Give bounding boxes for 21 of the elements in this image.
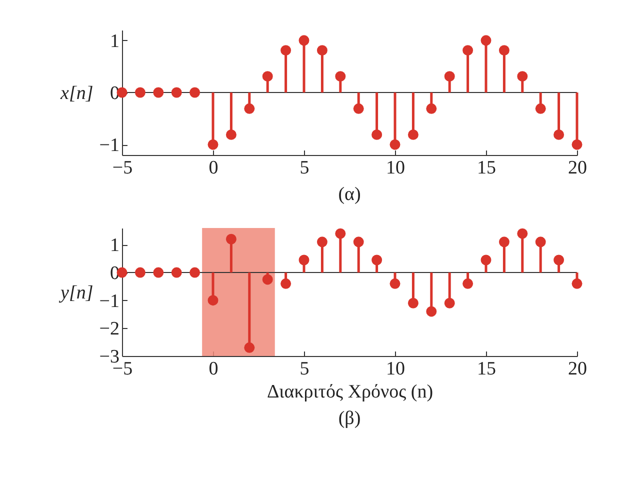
x-tick-label: 15 <box>477 358 496 380</box>
x-tick-label: −5 <box>112 158 133 178</box>
y-tick-label: −1 <box>99 135 120 156</box>
x-tick-label: 10 <box>386 158 405 178</box>
y-axis-title: y[n] <box>58 282 94 304</box>
y-tick-label: −2 <box>99 318 120 340</box>
text: (β) <box>338 408 361 429</box>
x-tick-label: 0 <box>208 358 218 380</box>
x-tick-label: 5 <box>300 158 310 178</box>
y-axis-title: x[n] <box>60 83 94 104</box>
y-tick-label: 1 <box>110 30 120 52</box>
y-tick-label: 1 <box>110 235 120 256</box>
y-tick-label: −1 <box>99 290 120 312</box>
x-tick-label: 20 <box>568 358 587 380</box>
x-tick-label: 10 <box>386 358 405 380</box>
x-tick-label: 20 <box>568 158 587 178</box>
x-tick-label: 5 <box>300 358 310 380</box>
x-axis-title: Διακριτός Χρόνος (n) <box>266 382 434 402</box>
x-tick-label: 15 <box>477 158 496 178</box>
text: (α) <box>338 184 361 205</box>
x-tick-label: 0 <box>208 158 218 178</box>
